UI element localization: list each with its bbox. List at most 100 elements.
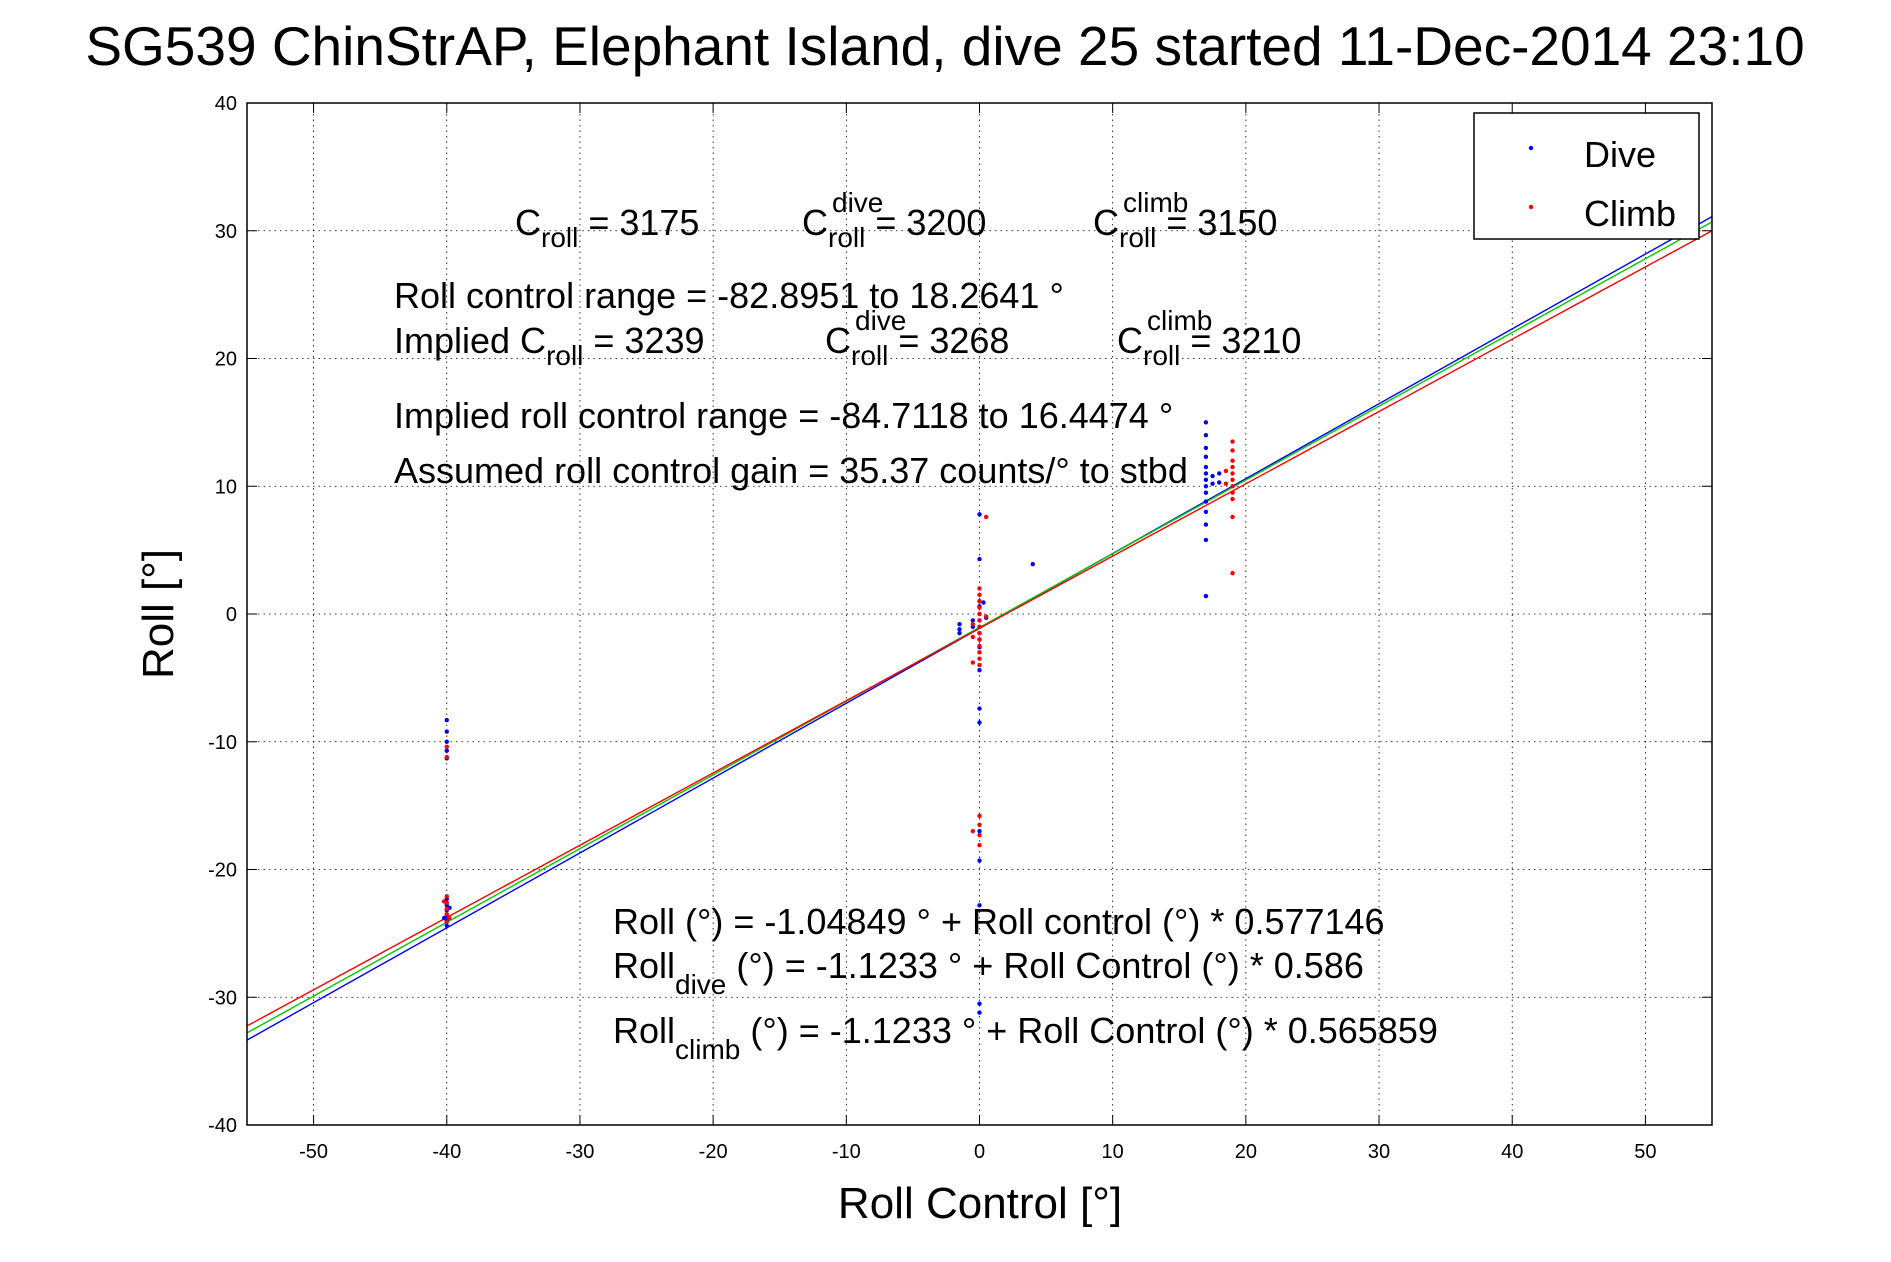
data-point-dive [1203,445,1209,451]
legend-box [1473,112,1700,240]
data-point-climb [977,611,982,617]
chart-title: SG539 ChinStrAP, Elephant Island, dive 2… [85,15,1804,77]
y-tick-label: -30 [208,987,237,1009]
annotation-eq-roll-dive: Rolldive (°) = -1.1233 ° + Roll Control … [613,945,1364,1000]
data-point-dive [1210,481,1215,486]
data-point-climb [977,832,982,838]
data-point-climb [977,813,982,819]
annotation-croll-climb: Croll = 3150 [1093,202,1277,253]
x-tick-label: 30 [1368,1141,1390,1163]
x-tick-label: 50 [1634,1141,1656,1163]
data-point-climb [444,919,449,925]
y-tick-label: 10 [215,476,237,498]
data-point-climb [970,660,976,665]
data-point-dive [977,720,982,725]
data-point-dive [977,903,982,908]
data-point-dive [977,828,982,834]
legend-marker-dive [1528,145,1534,151]
data-point-climb [977,843,982,848]
x-tick-label: -30 [566,1141,595,1163]
data-point-climb [983,514,989,520]
data-point-dive [970,618,976,623]
y-tick-label: -20 [208,860,237,882]
y-tick-label: -10 [208,732,237,754]
annotations: Croll = 3175 Croll = 3200 dive Croll = 3… [394,187,1438,1065]
y-tick-label: 0 [226,604,237,626]
data-point-climb [444,894,449,899]
data-point-climb [1230,464,1235,470]
data-point-dive [977,1001,982,1006]
x-tick-label: -40 [432,1141,461,1163]
annotation-implied-croll-dive-sup: dive [855,305,906,336]
data-point-dive [1203,522,1209,527]
data-point-climb [977,605,982,610]
data-point-dive [1203,420,1209,425]
data-point-climb [1223,468,1229,474]
data-point-climb [977,630,982,636]
legend-label-dive: Dive [1584,134,1656,175]
data-point-climb [977,656,982,661]
data-point-climb [1230,490,1235,495]
annotation-croll-dive-sup: dive [832,187,883,218]
data-point-dive [977,858,982,863]
annotation-implied-croll: Implied Croll = 3239 [394,320,705,371]
data-point-dive [1203,490,1209,495]
data-point-climb [977,662,982,668]
data-points [441,420,1235,1015]
annotation-implied-croll-climb-sup: climb [1147,305,1212,336]
x-axis-ticks: -50 -40 -30 -20 -10 0 10 20 30 40 50 [299,103,1657,1163]
y-tick-label: -40 [208,1115,237,1137]
data-point-dive [1217,480,1222,485]
data-point-climb [970,622,976,627]
y-axis-label: Roll [°] [134,549,183,679]
x-tick-label: -20 [699,1141,728,1163]
data-point-dive [444,748,449,753]
x-tick-label: -10 [832,1141,861,1163]
legend-label-climb: Climb [1584,193,1676,234]
annotation-gain: Assumed roll control gain = 35.37 counts… [394,450,1188,491]
y-tick-label: 20 [215,349,237,371]
annotation-eq-roll-climb: Rollclimb (°) = -1.1233 ° + Roll Control… [613,1010,1438,1065]
data-point-dive [1203,484,1209,489]
data-point-dive [441,915,447,921]
legend-marker-climb [1528,204,1534,210]
annotation-implied-range: Implied roll control range = -84.7118 to… [394,395,1173,436]
annotation-implied-croll-climb: Croll = 3210 [1117,320,1301,371]
data-point-climb [977,592,982,598]
data-point-dive [1203,464,1209,470]
data-point-climb [1230,458,1235,463]
data-point-climb [444,754,449,760]
annotation-eq-roll: Roll (°) = -1.04849 ° + Roll control (°)… [613,901,1385,942]
data-point-climb [970,828,976,834]
data-point-climb [1230,496,1235,502]
data-point-dive [977,706,982,711]
y-axis-ticks: 40 30 20 10 0 -10 -20 -30 -40 [208,93,1712,1137]
data-point-climb [444,744,449,750]
data-point-dive [1203,454,1209,460]
data-point-climb [1230,570,1235,576]
data-point-dive [1203,593,1209,599]
data-point-dive [1210,473,1215,479]
data-point-climb [977,822,982,827]
data-point-dive [444,739,449,744]
data-point-dive [977,556,982,562]
annotation-implied-croll-dive: Croll = 3268 [825,320,1009,371]
data-point-climb [1230,484,1235,489]
data-point-dive [1203,432,1209,438]
data-point-dive [977,668,982,673]
data-point-dive [444,923,449,928]
data-point-dive [981,600,986,605]
annotation-croll-dive: Croll = 3200 [802,202,986,253]
data-point-climb [447,915,452,921]
x-tick-label: 20 [1235,1141,1257,1163]
legend: Dive Climb [1473,112,1700,240]
data-point-climb [441,899,447,904]
data-point-dive [444,729,449,734]
annotation-croll-climb-sup: climb [1123,187,1188,218]
annotation-roll-control-range: Roll control range = -82.8951 to 18.2641… [394,275,1064,316]
data-point-dive [1203,537,1209,543]
data-point-climb [977,618,982,623]
data-point-climb [1223,481,1229,486]
data-point-dive [977,512,982,517]
